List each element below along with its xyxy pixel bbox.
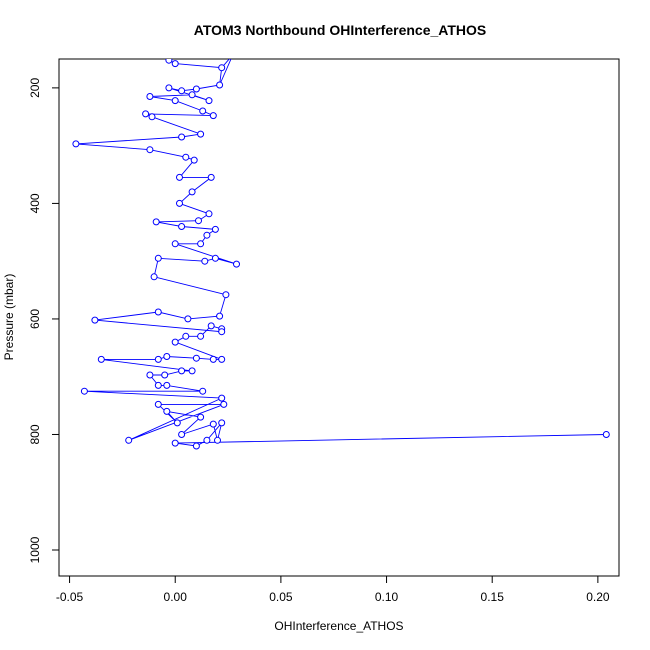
data-point [142, 110, 150, 118]
data-point [178, 133, 186, 141]
data-point [602, 431, 610, 438]
data-point [97, 355, 105, 363]
y-tick-label: 1000 [28, 536, 42, 563]
data-point [176, 199, 183, 207]
y-tick-label: 200 [28, 78, 42, 98]
data-point [184, 315, 192, 323]
data-point [171, 60, 179, 68]
data-point [72, 140, 80, 148]
data-point [154, 254, 162, 262]
data-point [91, 316, 99, 324]
data-point [188, 91, 196, 99]
data-point [178, 223, 186, 230]
data-point [176, 173, 183, 181]
data-point [216, 312, 224, 320]
series-line [75, 59, 607, 447]
data-point [163, 407, 171, 415]
data-point [201, 257, 209, 265]
data-point [203, 231, 211, 239]
data-point [197, 130, 205, 138]
data-point [165, 84, 173, 92]
data-point [192, 442, 200, 450]
data-point [80, 387, 88, 395]
data-point [171, 97, 179, 105]
data-point [154, 355, 162, 363]
data-point [195, 217, 202, 225]
data-point [150, 273, 158, 281]
x-tick-label: -0.05 [56, 590, 84, 604]
data-point [171, 240, 179, 248]
data-point [154, 400, 162, 408]
data-point [165, 59, 173, 64]
data-point [188, 188, 196, 196]
data-point [146, 93, 154, 100]
data-point [209, 355, 217, 363]
plot-area-frame [58, 58, 620, 577]
data-point [178, 431, 186, 438]
data-point [154, 381, 162, 389]
data-point [171, 439, 179, 447]
data-point [207, 173, 215, 181]
series-group [72, 59, 610, 450]
data-point [211, 254, 219, 262]
data-point [205, 97, 213, 105]
data-point [203, 436, 211, 444]
data-point [211, 225, 219, 233]
y-axis: 200 400 600 800 1000 [28, 78, 60, 563]
data-point [152, 218, 160, 226]
data-point [146, 146, 154, 154]
data-point [182, 332, 190, 340]
data-point [220, 400, 228, 408]
data-point [146, 371, 154, 379]
data-point [161, 371, 169, 379]
data-point [222, 291, 230, 299]
data-point [192, 85, 200, 93]
x-tick-label: 0.20 [586, 590, 610, 604]
data-point [192, 354, 200, 362]
x-axis: -0.05 0.00 0.05 0.10 0.15 0.20 [56, 575, 610, 604]
data-point [205, 210, 213, 218]
chart-title: ATOM3 Northbound OHInterference_ATHOS [194, 22, 486, 38]
data-point [199, 107, 207, 115]
data-point [154, 308, 162, 316]
data-point [173, 419, 181, 427]
data-point [218, 355, 226, 363]
y-tick-label: 600 [28, 309, 42, 329]
data-point [182, 153, 190, 161]
data-point [216, 81, 224, 89]
x-axis-label: OHInterference_ATHOS [274, 619, 403, 633]
data-point [188, 367, 196, 375]
data-point [218, 64, 226, 72]
data-point [163, 381, 171, 389]
data-point [178, 87, 186, 95]
data-point [163, 353, 171, 360]
data-point [214, 436, 221, 444]
y-tick-label: 800 [28, 424, 42, 444]
x-tick-label: 0.05 [269, 590, 293, 604]
x-tick-label: 0.00 [164, 590, 188, 604]
data-point [197, 332, 205, 340]
data-point [199, 387, 207, 395]
data-point [190, 156, 198, 164]
data-point [178, 367, 186, 375]
y-axis-label: Pressure (mbar) [2, 274, 16, 361]
x-tick-label: 0.15 [481, 590, 505, 604]
y-tick-label: 400 [28, 193, 42, 213]
data-point [233, 260, 240, 268]
data-point [171, 338, 179, 346]
data-point [207, 322, 215, 330]
data-point [209, 112, 217, 120]
data-point [218, 419, 226, 427]
data-point [197, 240, 205, 248]
data-point [148, 113, 156, 121]
data-point [218, 394, 226, 402]
data-point [125, 436, 133, 444]
x-tick-label: 0.10 [375, 590, 399, 604]
data-point [218, 328, 226, 336]
data-point [209, 420, 217, 428]
data-point [197, 413, 205, 421]
